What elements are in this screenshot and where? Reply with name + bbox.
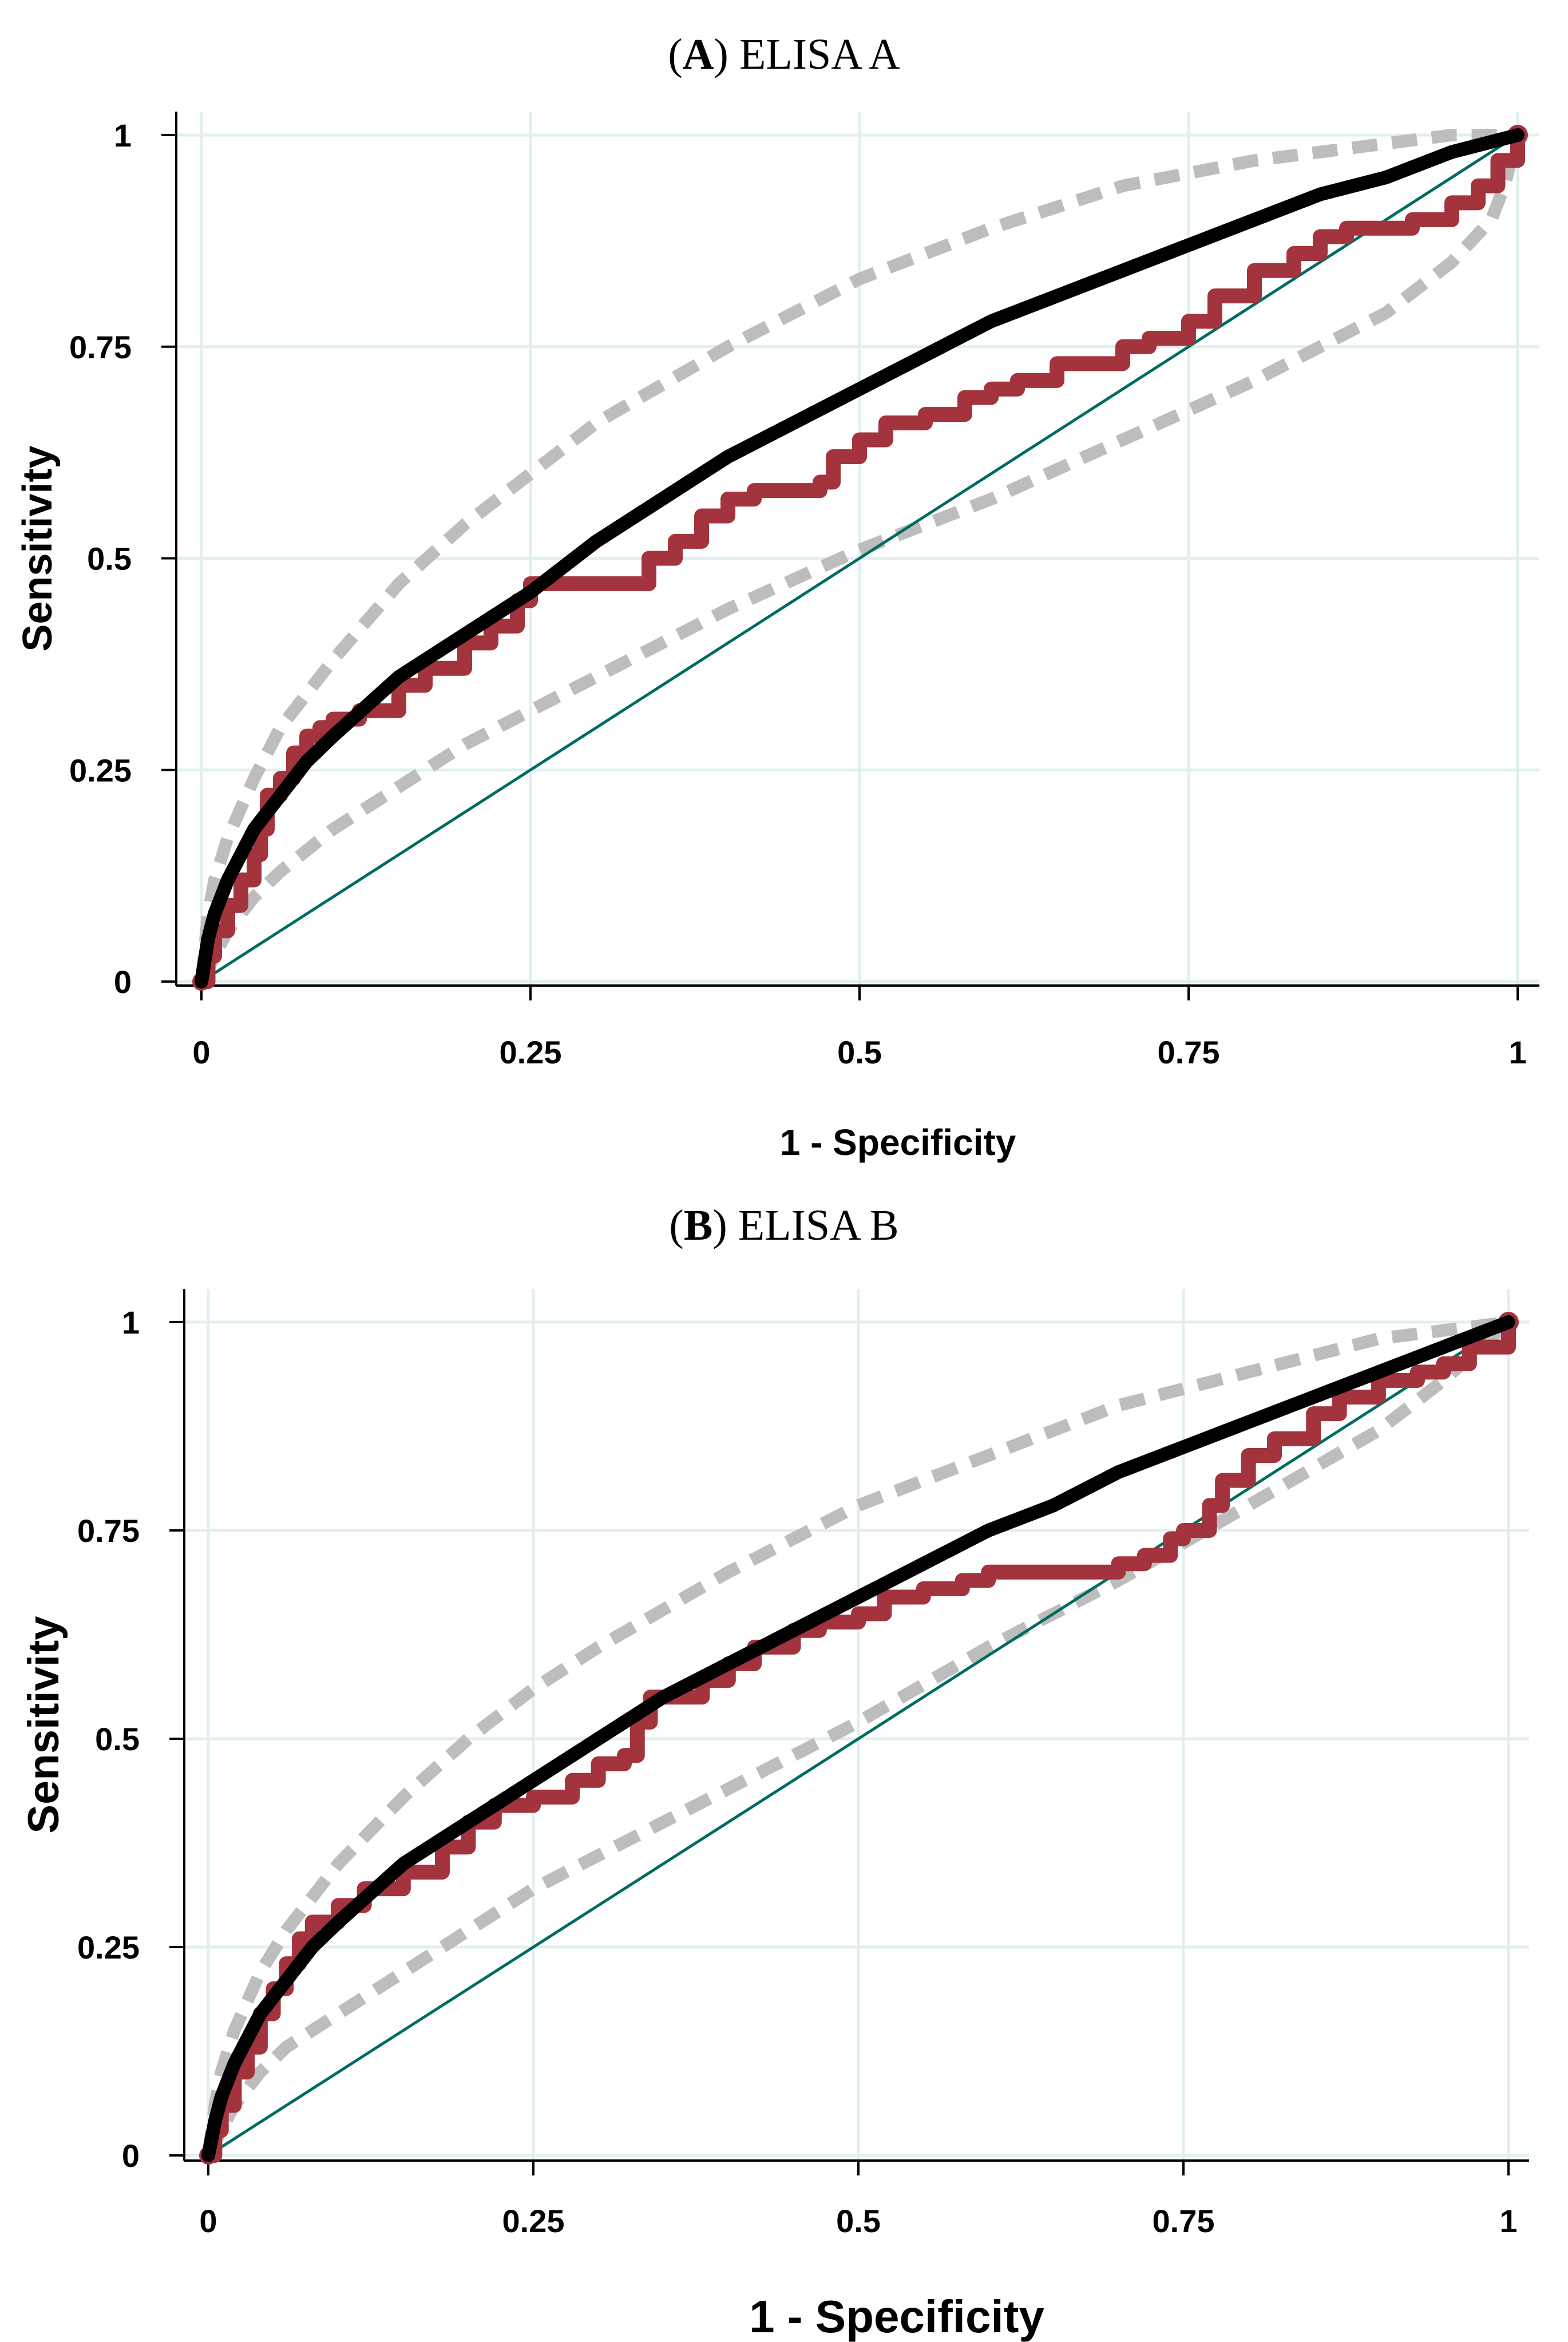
x-tick-label: 1	[1499, 2203, 1517, 2239]
x-tick-label: 0	[199, 2203, 217, 2239]
roc-plot-b: 0 0.25 0.5 0.75 1 0 0.25 0.5 0.75 1 1 - Specificit…	[19, 1289, 1529, 2342]
ci-upper-bound-line	[202, 1316, 1510, 2157]
chart-title-text-a: ELISA A	[739, 30, 900, 78]
reference-diagonal-line	[207, 1320, 1510, 2157]
y-tick-label: 0.25	[77, 1929, 140, 1965]
x-tick-label: 0	[192, 1034, 210, 1070]
x-tick-label: 0.75	[1158, 1034, 1220, 1070]
ci-lower-bound-line	[203, 1317, 1513, 2159]
fitted-roc-curve	[201, 1315, 1515, 2162]
x-tick-label: 1	[1508, 1034, 1526, 1070]
y-tick-label: 0.5	[87, 541, 132, 577]
y-tick-label: 0.25	[69, 752, 132, 788]
x-axis-title: 1 - Specificity	[780, 1122, 1016, 1163]
chart-title-letter-b: B	[683, 1201, 713, 1249]
x-tick-label: 0.25	[500, 1034, 562, 1070]
y-tick-label: 1	[114, 117, 132, 153]
x-tick-label: 0.25	[502, 2203, 565, 2239]
chart-panel-b: (B) ELISA B 0 0.25 0.5 0.75 1 0 0.25 0.5 0.75 1 1 …	[0, 1171, 1568, 2342]
ci-upper-bound-line	[195, 129, 1518, 983]
y-tick-label: 0	[114, 964, 132, 1000]
y-tick-label: 0	[122, 2138, 140, 2174]
x-tick-label: 0.5	[837, 1034, 882, 1070]
x-axis-title: 1 - Specificity	[749, 2291, 1044, 2342]
gridlines	[184, 1289, 1529, 2161]
roc-plot-a: 0 0.25 0.5 0.75 1 0 0.25 0.5 0.75 1 1 - Specificit…	[15, 112, 1539, 1163]
y-axis-title: Sensitivity	[15, 445, 61, 651]
y-axis-title: Sensitivity	[19, 1616, 68, 1833]
x-tick-label: 0.75	[1153, 2203, 1215, 2239]
chart-title-a: (A) ELISA A	[668, 30, 900, 78]
y-tick-label: 1	[122, 1304, 140, 1340]
y-tick-label: 0.75	[77, 1513, 140, 1549]
x-tick-label: 0.5	[836, 2203, 881, 2239]
ci-lower-bound-line	[196, 133, 1524, 985]
chart-panel-a: (A) ELISA A 0 0.25 0.5 0.75 1 0 0.25 0.5 0.75 1 1 …	[15, 30, 1539, 1163]
chart-title-b: (B) ELISA B	[669, 1201, 899, 1249]
empirical-roc-line	[194, 128, 1525, 989]
fitted-roc-curve	[195, 128, 1525, 988]
chart-title-letter-a: A	[682, 30, 714, 78]
y-tick-label: 0.5	[95, 1721, 140, 1757]
chart-title-text-b: ELISA B	[738, 1201, 899, 1249]
y-tick-label: 0.75	[69, 329, 132, 365]
